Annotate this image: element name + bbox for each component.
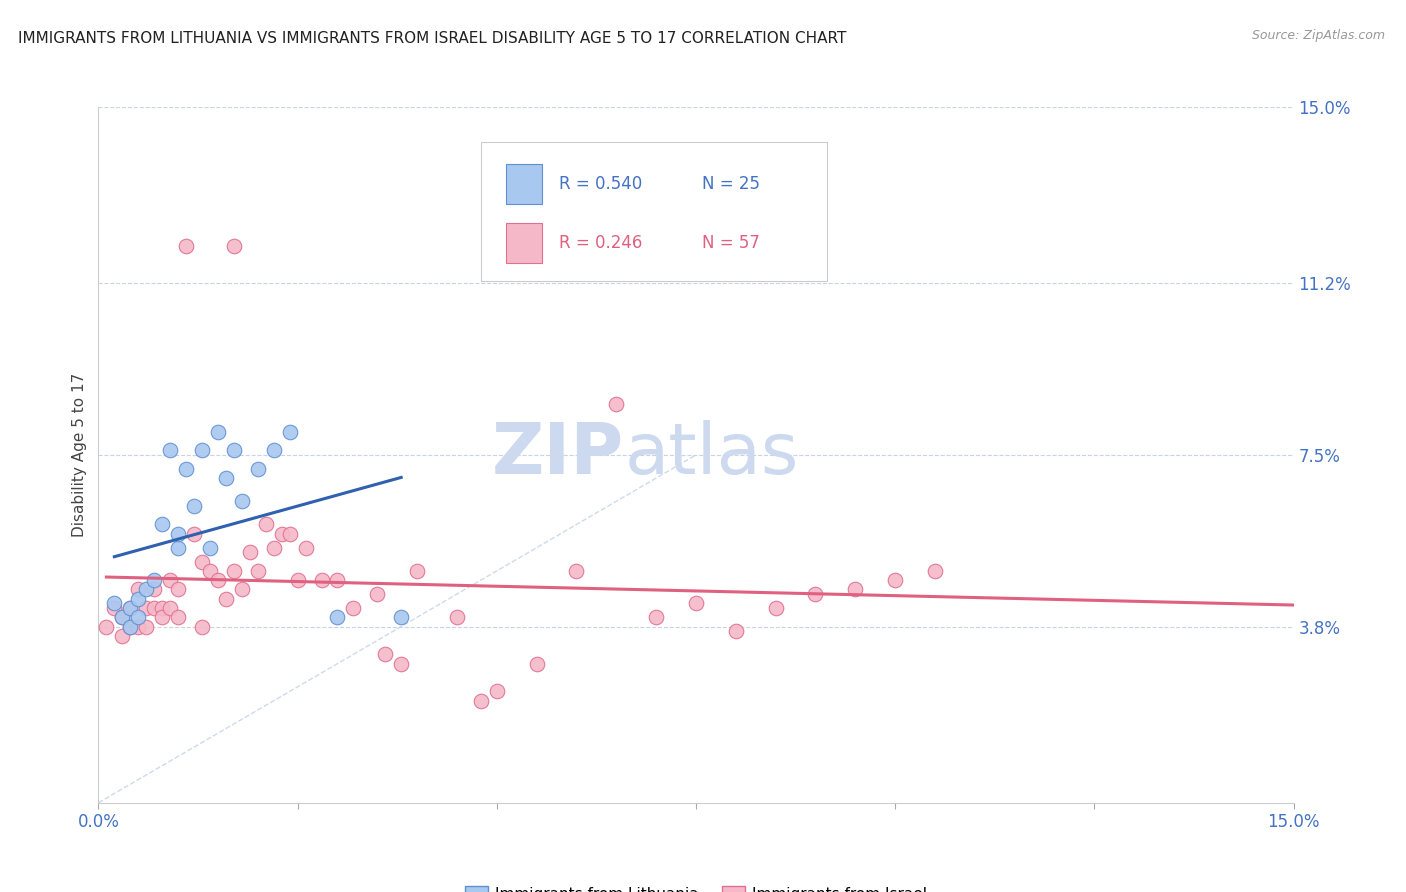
Point <box>222 239 245 253</box>
Point <box>150 601 173 615</box>
Point <box>111 629 134 643</box>
Point <box>215 591 238 606</box>
Point <box>207 573 229 587</box>
Point <box>389 657 412 671</box>
Point <box>143 582 166 597</box>
Point <box>167 610 190 624</box>
Point <box>239 545 262 559</box>
Text: IMMIGRANTS FROM LITHUANIA VS IMMIGRANTS FROM ISRAEL DISABILITY AGE 5 TO 17 CORRE: IMMIGRANTS FROM LITHUANIA VS IMMIGRANTS … <box>18 31 846 46</box>
Point <box>159 443 181 458</box>
Point <box>167 582 190 597</box>
Y-axis label: Disability Age 5 to 17: Disability Age 5 to 17 <box>72 373 87 537</box>
Point <box>844 582 866 597</box>
Point <box>254 517 277 532</box>
Point <box>645 610 668 624</box>
Point <box>120 601 142 615</box>
Point <box>111 610 134 624</box>
Point <box>159 601 181 615</box>
Point <box>263 443 285 458</box>
Point <box>143 573 166 587</box>
Point <box>446 610 468 624</box>
Point <box>111 610 134 624</box>
FancyBboxPatch shape <box>506 164 541 203</box>
Point <box>215 471 238 485</box>
Point <box>326 610 349 624</box>
Point <box>924 564 946 578</box>
Text: ZIP: ZIP <box>492 420 624 490</box>
Point <box>311 573 333 587</box>
Point <box>222 564 245 578</box>
Legend: Immigrants from Lithuania, Immigrants from Israel: Immigrants from Lithuania, Immigrants fr… <box>458 880 934 892</box>
Point <box>183 526 205 541</box>
Point <box>389 610 412 624</box>
Point <box>127 591 149 606</box>
Point <box>263 541 285 555</box>
Point <box>159 573 181 587</box>
Point <box>174 462 197 476</box>
Point <box>278 425 301 439</box>
Point <box>326 573 349 587</box>
Point <box>120 619 142 633</box>
Point <box>366 587 388 601</box>
Text: atlas: atlas <box>624 420 799 490</box>
Point <box>287 573 309 587</box>
Point <box>231 494 253 508</box>
Point <box>150 610 173 624</box>
Text: Source: ZipAtlas.com: Source: ZipAtlas.com <box>1251 29 1385 42</box>
Text: N = 25: N = 25 <box>702 175 761 193</box>
Point <box>246 462 269 476</box>
Point <box>884 573 907 587</box>
Point <box>565 564 588 578</box>
Point <box>191 619 214 633</box>
Point <box>120 619 142 633</box>
Point <box>167 541 190 555</box>
Point <box>605 397 627 411</box>
Point <box>342 601 364 615</box>
Point <box>191 555 214 569</box>
Point <box>804 587 827 601</box>
Point <box>183 499 205 513</box>
Point <box>246 564 269 578</box>
Point <box>270 526 292 541</box>
Point <box>103 601 125 615</box>
Text: R = 0.246: R = 0.246 <box>558 234 643 252</box>
Point <box>526 657 548 671</box>
Point <box>127 582 149 597</box>
Point <box>485 684 508 698</box>
Point <box>724 624 747 639</box>
Point <box>294 541 316 555</box>
Point <box>685 596 707 610</box>
Point <box>765 601 787 615</box>
Point <box>135 619 157 633</box>
Point <box>135 601 157 615</box>
Point <box>191 443 214 458</box>
Point <box>127 619 149 633</box>
Point <box>150 517 173 532</box>
Point <box>135 582 157 597</box>
Point <box>127 610 149 624</box>
Point <box>103 596 125 610</box>
Point <box>167 526 190 541</box>
Point <box>96 619 118 633</box>
Point <box>278 526 301 541</box>
Point <box>231 582 253 597</box>
FancyBboxPatch shape <box>481 142 828 281</box>
Point <box>406 564 429 578</box>
Point <box>120 601 142 615</box>
Point <box>143 601 166 615</box>
Text: N = 57: N = 57 <box>702 234 759 252</box>
Point <box>470 694 492 708</box>
Point <box>374 648 396 662</box>
Text: R = 0.540: R = 0.540 <box>558 175 641 193</box>
Point <box>222 443 245 458</box>
Point <box>198 564 221 578</box>
Point <box>198 541 221 555</box>
FancyBboxPatch shape <box>506 223 541 262</box>
Point <box>207 425 229 439</box>
Point <box>174 239 197 253</box>
